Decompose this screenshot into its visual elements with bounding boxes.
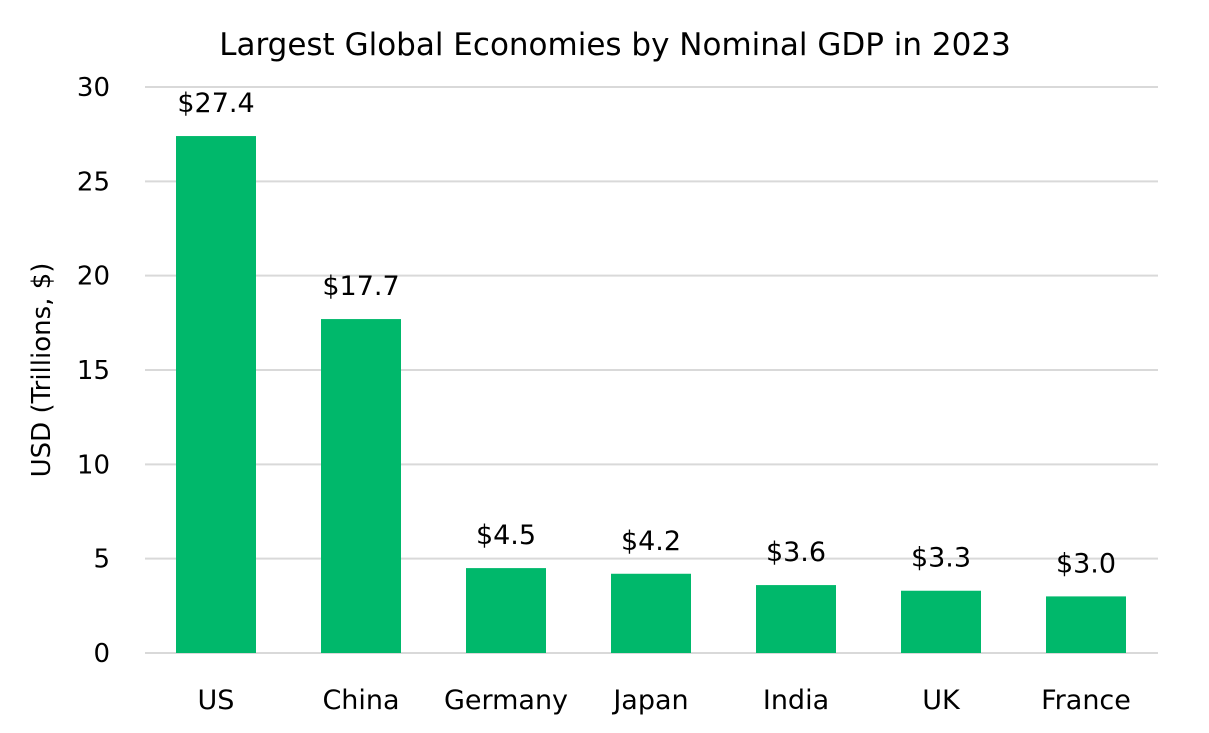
- y-tick-label: 0: [93, 639, 110, 669]
- y-tick-label: 20: [77, 262, 110, 292]
- x-tick-label: China: [322, 685, 399, 716]
- data-label: $3.3: [911, 543, 971, 574]
- y-tick-label: 10: [77, 450, 110, 480]
- x-tick-label: France: [1041, 685, 1131, 716]
- data-labels: $27.4 $17.7 $4.5 $4.2 $3.6 $3.3 $3.0: [177, 88, 1116, 579]
- x-tick-label: Germany: [444, 685, 568, 716]
- data-label: $4.5: [476, 520, 536, 551]
- data-label: $27.4: [177, 88, 254, 119]
- bar-france: [1046, 596, 1126, 653]
- bar-uk: [901, 590, 981, 653]
- data-label: $3.6: [766, 537, 826, 568]
- y-tick-label: 15: [77, 356, 110, 386]
- bar-china: [321, 319, 401, 653]
- data-label: $17.7: [322, 271, 399, 302]
- y-tick-label: 5: [93, 545, 110, 575]
- data-label: $4.2: [621, 526, 681, 557]
- y-tick-label: 25: [77, 167, 110, 197]
- x-tick-label: India: [763, 685, 829, 716]
- y-axis-ticks: 0 5 10 15 20 25 30: [77, 73, 110, 669]
- y-axis-label: USD (Trillions, $): [27, 263, 57, 478]
- x-axis-ticks: US China Germany Japan India UK France: [198, 685, 1131, 716]
- y-tick-label: 30: [77, 73, 110, 103]
- bar-us: [176, 136, 256, 653]
- bar-germany: [466, 568, 546, 653]
- bar-japan: [611, 573, 691, 653]
- gridlines: [145, 86, 1158, 654]
- x-tick-label: Japan: [611, 685, 688, 716]
- chart-title: Largest Global Economies by Nominal GDP …: [219, 27, 1011, 63]
- bar-india: [756, 585, 836, 653]
- x-tick-label: US: [198, 685, 235, 716]
- data-label: $3.0: [1056, 548, 1116, 579]
- bars: [176, 136, 1126, 653]
- x-tick-label: UK: [922, 685, 961, 716]
